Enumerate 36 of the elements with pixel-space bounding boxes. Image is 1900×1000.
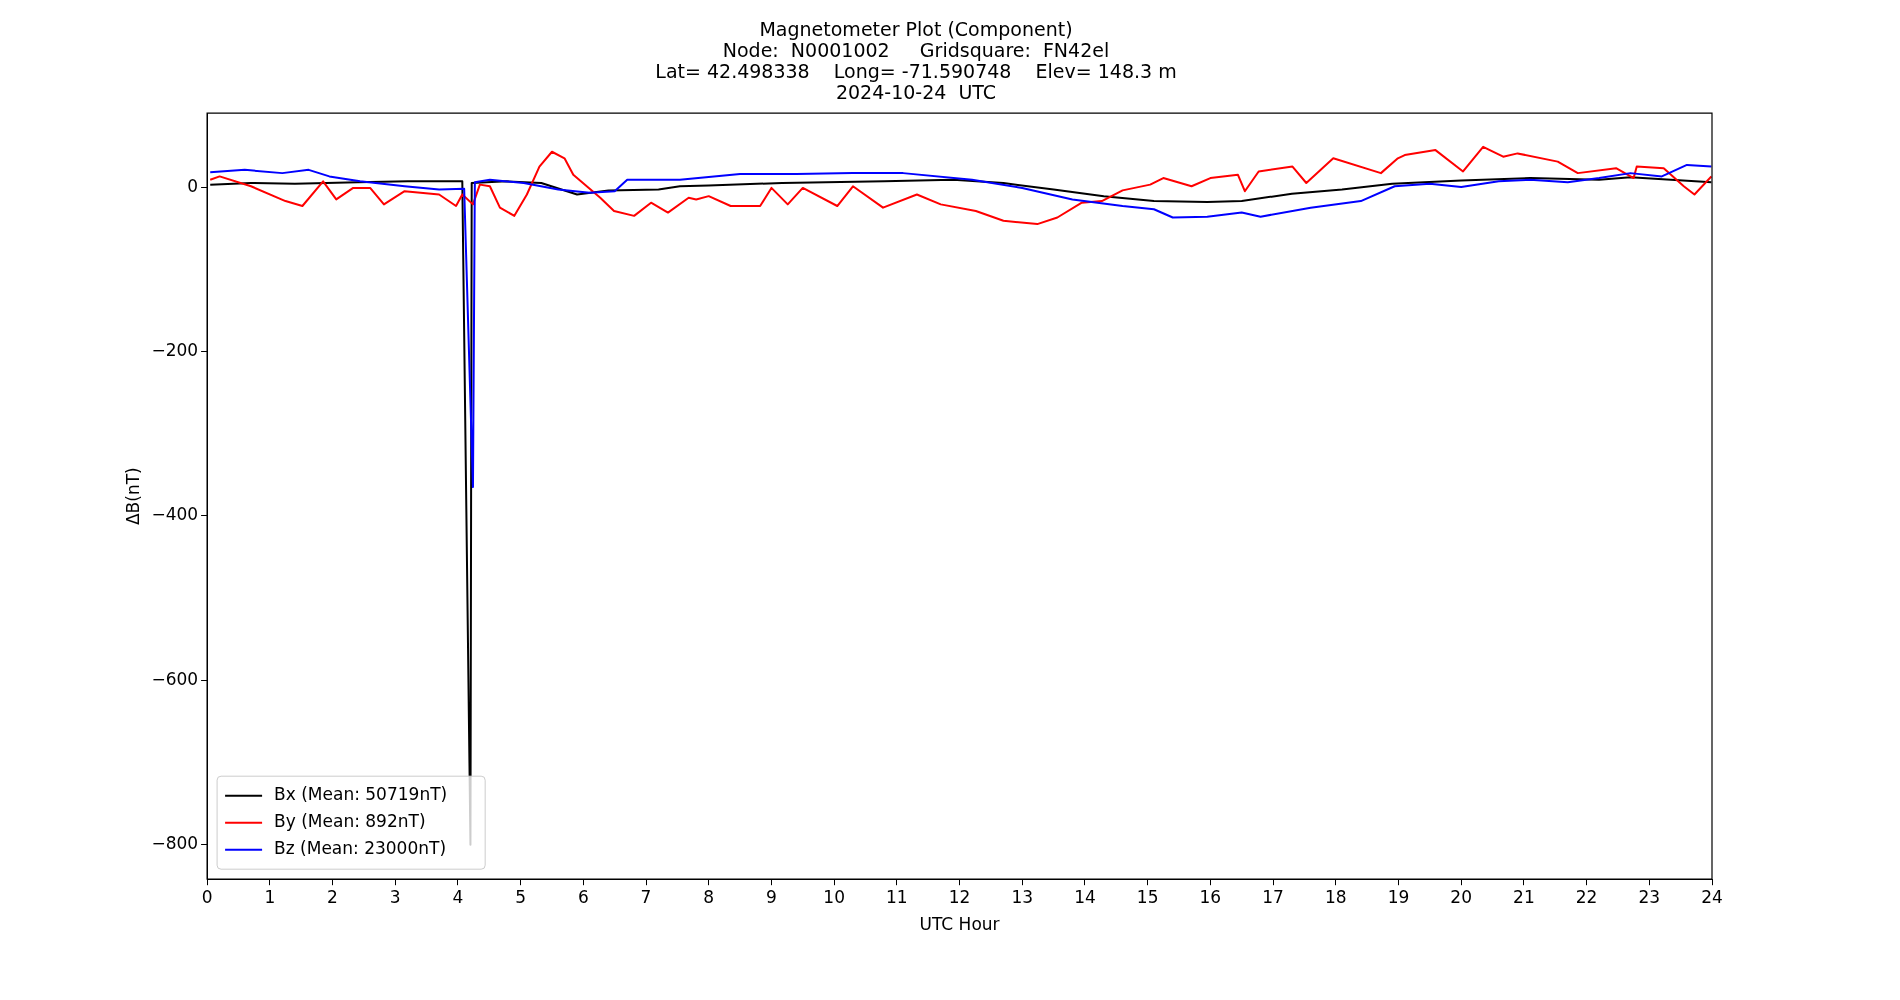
y-tick-label: −800 xyxy=(151,833,199,854)
x-tick-label: 4 xyxy=(452,886,464,907)
y-tick-label: 0 xyxy=(187,175,199,196)
x-tick-label: 14 xyxy=(1074,886,1096,907)
y-tick-label: −200 xyxy=(151,339,199,360)
x-tick-label: 2 xyxy=(327,886,338,907)
x-tick-label: 6 xyxy=(577,886,589,907)
x-tick-label: 11 xyxy=(886,886,908,907)
x-tick-label: 16 xyxy=(1199,886,1222,907)
x-tick-label: 21 xyxy=(1513,886,1535,907)
x-tick-label: 20 xyxy=(1450,886,1472,907)
x-tick-label: 15 xyxy=(1136,886,1159,907)
x-tick-label: 0 xyxy=(201,886,213,907)
x-tick-label: 23 xyxy=(1638,886,1661,907)
chart-title: Magnetometer Plot (Component) Node: N0001002 Gridsquare: FN42el Lat= 42.498338 Long= -71.590748 Elev= 148.3 m 2024-10-24 UTC xyxy=(655,17,1177,104)
x-tick-label: 9 xyxy=(766,886,777,907)
x-tick-label: 10 xyxy=(823,886,845,907)
x-tick-label: 3 xyxy=(389,886,401,907)
x-tick-label: 5 xyxy=(515,886,527,907)
x-tick-label: 18 xyxy=(1324,886,1347,907)
x-axis-title: UTC Hour xyxy=(919,914,1000,935)
x-tick-label: 19 xyxy=(1387,886,1410,907)
x-tick-label: 24 xyxy=(1701,886,1723,907)
legend-label: Bz (Mean: 23000nT) xyxy=(274,838,447,859)
y-tick-label: −400 xyxy=(151,504,199,525)
legend-label: By (Mean: 892nT) xyxy=(274,811,426,832)
x-tick-label: 13 xyxy=(1011,886,1034,907)
y-axis-title: ΔB(nT) xyxy=(122,467,143,526)
x-tick-label: 22 xyxy=(1575,886,1598,907)
x-tick-label: 17 xyxy=(1262,886,1284,907)
x-tick-label: 8 xyxy=(703,886,715,907)
x-tick-label: 7 xyxy=(640,886,652,907)
x-tick-label: 1 xyxy=(264,886,276,907)
legend-label: Bx (Mean: 50719nT) xyxy=(274,784,448,805)
y-tick-label: −600 xyxy=(151,668,199,689)
x-tick-label: 12 xyxy=(948,886,971,907)
